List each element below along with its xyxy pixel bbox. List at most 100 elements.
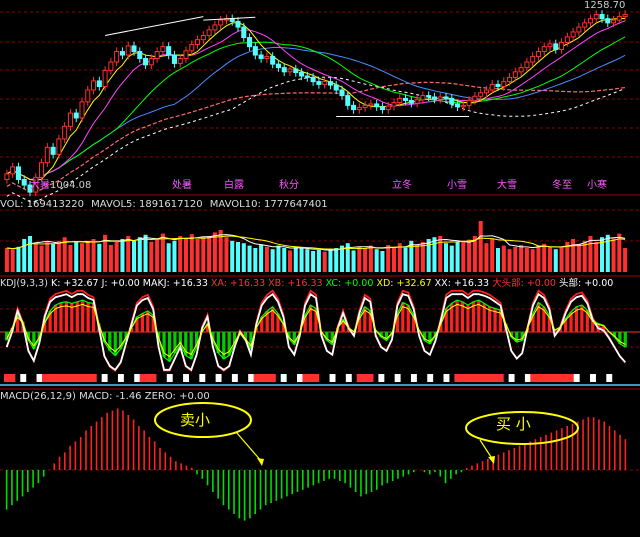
kdj-signal-block [90, 374, 97, 382]
volume-bar [582, 240, 587, 272]
kdj-signal-block [269, 374, 276, 382]
kdj-hist-bar [102, 332, 107, 343]
kdj-signal-block [221, 374, 227, 382]
volume-bar [455, 242, 460, 272]
kdj-signal-block [96, 374, 102, 382]
first-term-prefix: 大暑 [30, 180, 50, 191]
mavol5-line [6, 234, 626, 251]
kdj-hist-bar [569, 311, 573, 332]
kdj-signal-block [433, 374, 439, 382]
solar-term-label: 立冬 [392, 180, 412, 191]
kdj-signal-block [535, 374, 542, 382]
kdj-signal-block [367, 374, 374, 382]
volume-bar [623, 248, 628, 272]
candle-body [50, 146, 56, 155]
volume-bar [617, 233, 622, 272]
kdj-hist-bar [162, 332, 166, 358]
kdj-panel [0, 289, 640, 386]
candle-body [44, 146, 50, 164]
kdj-signal-block [568, 374, 575, 382]
kdj-hist-bar [515, 332, 519, 343]
candle-body [541, 46, 547, 53]
volume-bar [380, 251, 385, 272]
candle-body [582, 22, 588, 28]
candle-body [512, 71, 518, 78]
candle-body [408, 99, 414, 104]
candle-body [200, 34, 206, 41]
kdj-hist-bar [194, 332, 199, 348]
kdj-hist-bar [37, 332, 41, 339]
kdj-signal-block [394, 374, 401, 382]
kdj-signal-block [36, 374, 43, 382]
volume-bar [461, 240, 466, 272]
volume-bar [536, 245, 541, 272]
volume-bar [183, 237, 189, 272]
kdj-signal-block [585, 374, 591, 382]
volume-bar [547, 246, 553, 272]
kdj-hist-bar [249, 332, 253, 349]
candle-body [85, 89, 91, 103]
volume-bar [472, 236, 477, 272]
buy-small-annotation: 买 小 [496, 415, 531, 433]
candle-body [368, 103, 374, 106]
kdj-signal-block [280, 374, 287, 382]
volume-bar [299, 248, 304, 272]
kdj-signal-block [573, 374, 580, 382]
solar-term-label: 冬至 [552, 180, 572, 191]
kdj-hist-bar [357, 316, 362, 332]
volume-bar [420, 242, 425, 272]
volume-bar [490, 239, 495, 272]
volume-bar [178, 236, 183, 272]
kdj-signal-block [465, 374, 472, 382]
macd-zero: ZERO: +0.00 [144, 391, 210, 402]
volume-bar [449, 245, 454, 272]
candle-body [489, 83, 495, 91]
candle-body [258, 54, 264, 60]
candle-body [564, 36, 570, 43]
volume-bar [22, 239, 27, 272]
kdj-hist-bar [287, 332, 291, 339]
kdj-hist-bar [460, 301, 465, 332]
kdj-signal-block [406, 374, 412, 382]
kdj-signal-block [557, 374, 564, 382]
kdj-hist-bar [243, 332, 248, 341]
candle-body [287, 68, 293, 73]
kdj-hist-bar [5, 332, 9, 341]
kdj-signal-block [41, 374, 48, 382]
kdj-signal-block [253, 374, 260, 382]
kdj-hist-bar [580, 305, 584, 332]
mavol10-line [6, 235, 626, 250]
volume-bar [85, 240, 90, 272]
volume-bar [391, 246, 397, 272]
kdj-signal-block [362, 374, 369, 382]
candle-body [166, 46, 172, 56]
kdj-signal-block [172, 374, 178, 382]
kdj-xa: XA: +16.33 [210, 278, 266, 289]
volume-bar [207, 236, 212, 272]
candle-body [356, 106, 362, 111]
kdj-signal-block [470, 374, 477, 382]
candle-body [264, 55, 270, 60]
kdj-signal-block [74, 374, 81, 382]
volume-bar [588, 236, 593, 272]
kdj-hist-bar [406, 305, 410, 332]
kdj-signal-block [237, 374, 243, 382]
kdj-hist-bar [140, 313, 144, 332]
kdj-signal-block [63, 374, 70, 382]
candle-body [119, 51, 125, 56]
volume-bar [126, 236, 131, 272]
kdj-signal-block [52, 374, 59, 382]
candle-body [125, 45, 131, 56]
kdj-hist-bar [308, 305, 313, 332]
volume-bar [565, 242, 570, 272]
volume-bar [443, 243, 449, 272]
kdj-hist-bar [189, 332, 193, 359]
kdj-signal-block [183, 374, 189, 382]
kdj-signal-block [259, 374, 265, 382]
kdj-signal-block [107, 374, 113, 382]
volume-bar [276, 245, 281, 272]
kdj-hist-bar [205, 323, 210, 332]
kdj-hist-bar [493, 308, 497, 332]
kdj-signal-block [194, 374, 200, 382]
kdj-hist-bar [314, 308, 318, 332]
